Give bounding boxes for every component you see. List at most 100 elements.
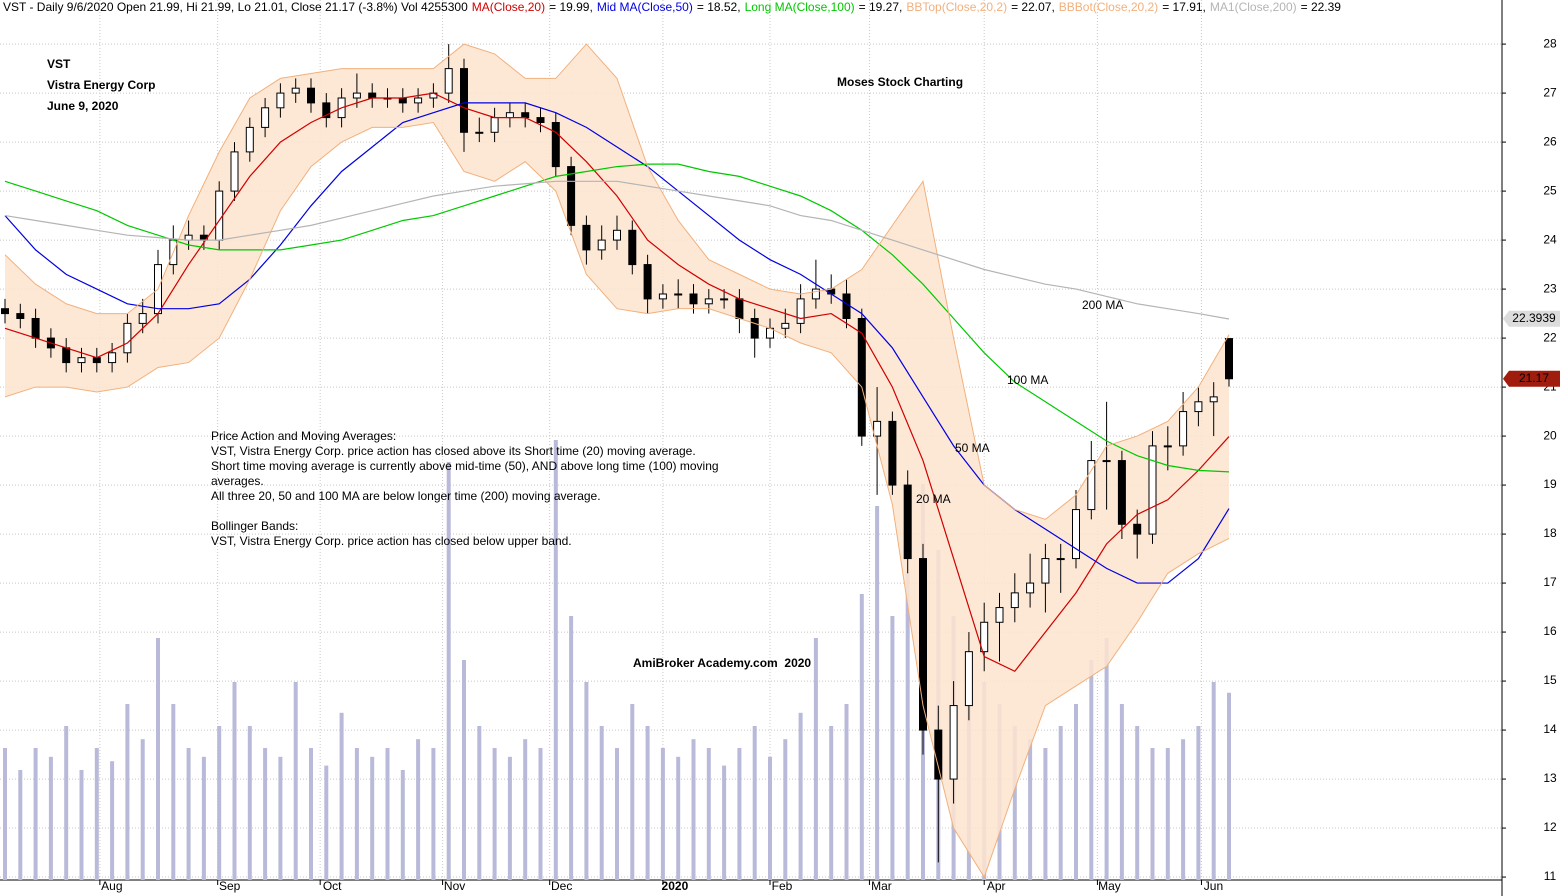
volume-bar [722,765,727,880]
y-tick-label: 12 [1543,820,1557,834]
candle-body [857,317,866,437]
legend-name: MA1(Close,200) [1210,0,1297,14]
volume-bar [584,682,589,880]
volume-bar [309,748,313,880]
x-tick-label: Sep [219,879,241,893]
y-tick-label: 27 [1543,85,1557,99]
volume-bar [737,748,742,880]
volume-bar [431,748,436,880]
y-tick-label: 17 [1543,575,1557,589]
legend-name: MA(Close,20) [472,0,545,14]
y-tick-label: 25 [1543,183,1557,197]
volume-bar [691,739,696,880]
volume-bar [1074,704,1078,880]
candle-body [628,229,637,266]
candle-body [873,420,882,437]
volume-bar [905,572,910,880]
volume-bar [370,756,375,880]
candle-body [781,322,790,329]
y-tick-label: 26 [1543,134,1557,148]
volume-bar [247,726,252,880]
y-tick-label: 28 [1543,36,1557,50]
candle-body [704,298,713,305]
candle-body [934,729,943,780]
volume-bar [752,726,757,880]
note-line: averages. [211,474,264,488]
price-tag-label: 22.3939 [1512,311,1556,325]
volume-bar [110,761,115,880]
volume-bar [217,726,222,880]
candle-body [16,313,25,319]
legend-name: BBBot(Close,20,2) [1059,0,1158,14]
volume-bar [599,726,604,880]
moving-average-line [4,92,1230,673]
volume-bar [1135,726,1140,880]
volume-bar [1028,739,1033,880]
volume-bar [829,726,834,880]
note-line: VST, Vistra Energy Corp. price action ha… [211,444,696,458]
legend-value: = 19.99, [549,0,593,14]
volume-bar [186,748,191,880]
candle-body [1117,460,1126,525]
volume-bar [859,594,864,880]
candle-body [1041,558,1050,584]
moving-average-line [4,163,1230,473]
volume-bar [875,506,880,880]
price-tag-label: 21.17 [1519,371,1549,385]
watermark: Moses Stock Charting [837,75,963,89]
volume-bar [18,770,23,880]
title-line: VST [47,57,71,71]
candle-body [444,68,453,94]
header-prefix: VST - Daily 9/6/2020 Open 21.99, Hi 21.9… [3,0,468,14]
candle-body [261,107,270,128]
x-tick-label: Dec [551,879,572,893]
candle-body [352,92,361,99]
y-tick-label: 16 [1543,624,1557,638]
note-line: Price Action and Moving Averages: [211,429,396,443]
x-tick-label: Apr [987,879,1006,893]
header: VST - Daily 9/6/2020 Open 21.99, Hi 21.9… [3,0,1341,14]
volume-bar [64,726,69,880]
volume-bar [1181,739,1186,880]
candle-body [62,347,71,364]
volume-bar [768,756,772,880]
candle-body [460,68,468,133]
volume-bar [1196,726,1201,880]
candle-body [1133,523,1142,535]
volume-bar [645,726,650,880]
volume-bar [385,748,390,880]
candle-body [536,117,545,123]
candle-body [735,298,744,319]
y-tick-label: 20 [1543,428,1557,442]
candle-body [490,117,499,133]
candle-body [689,293,698,305]
candle-body [551,121,560,168]
volume-bar [844,704,849,880]
volume-bar [1227,692,1231,880]
candle-body [1087,460,1096,511]
candle-body [1102,460,1111,463]
volume-bar [1043,748,1048,880]
y-tick-label: 11 [1544,869,1557,883]
x-tick-label: May [1098,879,1121,893]
legend-value: = 22.07, [1011,0,1055,14]
volume-bar [79,770,84,880]
volume-bar [706,748,711,880]
legend-name: Mid MA(Close,50) [597,0,693,14]
volume-bar [156,638,160,880]
candle-body [750,317,759,339]
volume-bar [201,756,206,880]
volume-bar [33,748,38,880]
moving-average-line [4,180,1230,320]
candle-body [674,293,683,296]
legend-value: = 19.27, [859,0,903,14]
volume-bar [446,462,451,880]
volume-bar [339,712,344,880]
candle-body [505,112,514,119]
candle-body [964,651,973,707]
x-tick-label: Mar [871,879,892,893]
volume-bar [538,748,543,880]
volume-bar [293,682,298,880]
volume-bar [1012,726,1017,880]
